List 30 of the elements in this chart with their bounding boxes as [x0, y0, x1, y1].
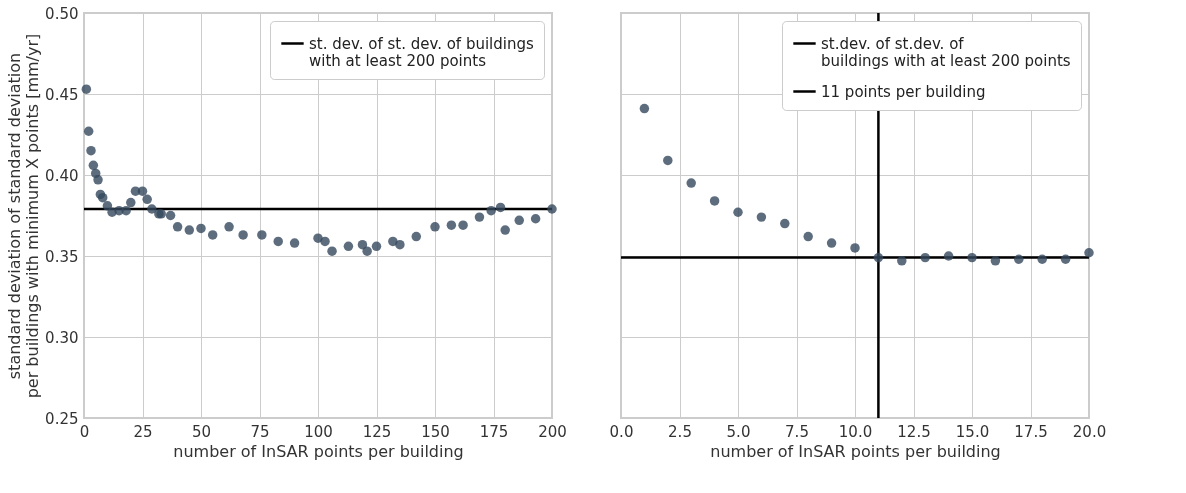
x-tick-label: 150 — [421, 422, 450, 441]
y-tick-label: 0.50 — [45, 4, 79, 23]
x-tick-label: 2.5 — [668, 422, 692, 441]
x-tick-label: 17.5 — [1014, 422, 1048, 441]
x-axis-title: number of InSAR points per building — [173, 441, 464, 461]
x-tick-label: 100 — [304, 422, 333, 441]
x-tick-label: 75 — [250, 422, 270, 441]
x-axis-title: number of InSAR points per building — [710, 441, 1001, 461]
x-tick-label: 5.0 — [726, 422, 751, 441]
x-tick-label: 175 — [479, 422, 509, 441]
y-tick-label: 0.45 — [45, 85, 79, 104]
x-tick-label: 200 — [538, 422, 567, 441]
x-tick-label: 12.5 — [897, 422, 931, 441]
x-tick-label: 15.0 — [955, 422, 990, 441]
legend-label: st. dev. of st. dev. of buildings with at least 200 points — [309, 34, 534, 70]
x-tick-label: 0.0 — [609, 422, 634, 441]
x-tick-label: 25 — [133, 422, 153, 441]
legend-label: st.dev. of st.dev. of buildings with at least 200 points — [821, 34, 1071, 70]
y-tick-label: 0.40 — [45, 166, 79, 185]
x-tick-label: 0 — [79, 422, 90, 441]
x-tick-label: 10.0 — [838, 422, 873, 441]
x-tick-label: 7.5 — [785, 422, 809, 441]
x-tick-label: 20.0 — [1072, 422, 1107, 441]
x-tick-label: 125 — [362, 422, 392, 441]
x-tick-label: 50 — [191, 422, 212, 441]
y-tick-label: 0.25 — [45, 409, 79, 428]
y-axis-title: standard deviation of standard deviation per buildings with minimum X points [mm/yr] — [5, 33, 43, 399]
ref-line-label: 11 points per building — [821, 82, 986, 101]
y-tick-label: 0.30 — [45, 328, 79, 347]
y-tick-label: 0.35 — [45, 247, 79, 266]
